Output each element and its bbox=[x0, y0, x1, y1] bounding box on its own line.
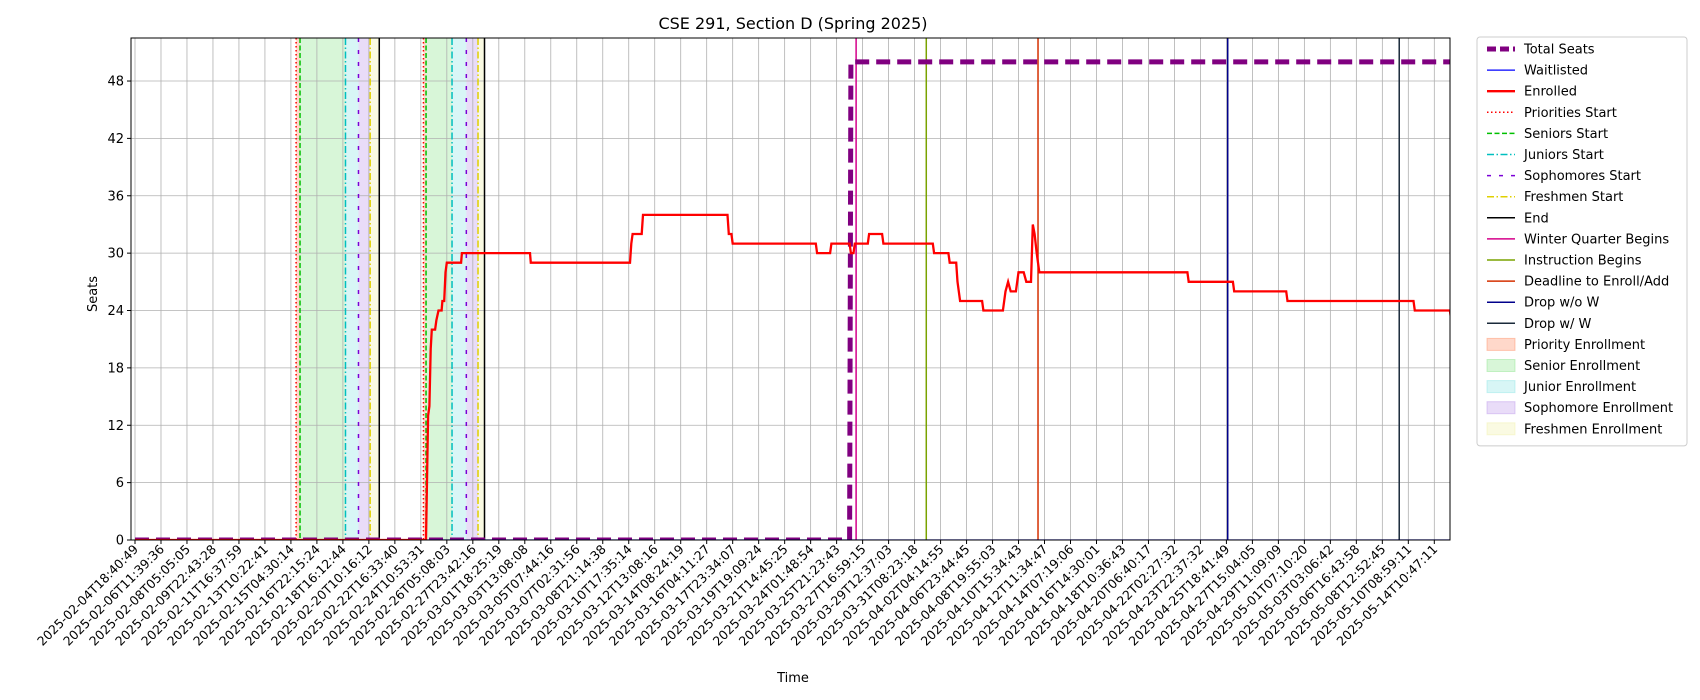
span-freshmen-enrollment bbox=[370, 38, 380, 540]
y-tick-label: 18 bbox=[107, 361, 124, 376]
legend-swatch-junior-enrollment bbox=[1486, 380, 1516, 394]
span-senior-enrollment bbox=[426, 38, 453, 540]
legend-swatch-priority-enrollment bbox=[1486, 337, 1516, 351]
span-junior-enrollment bbox=[345, 38, 359, 540]
legend-label-total-seats: Total Seats bbox=[1523, 43, 1595, 58]
legend-label-sophomores-start: Sophomores Start bbox=[1524, 169, 1641, 184]
y-tick-label: 0 bbox=[116, 534, 124, 549]
legend-label-drop-w-w: Drop w/ W bbox=[1524, 317, 1592, 332]
legend-label-freshmen-enrollment: Freshmen Enrollment bbox=[1524, 422, 1662, 437]
legend-label-freshmen-start: Freshmen Start bbox=[1524, 190, 1623, 205]
legend-label-deadline-to-enroll-add: Deadline to Enroll/Add bbox=[1524, 275, 1669, 290]
legend-label-waitlisted: Waitlisted bbox=[1524, 64, 1588, 79]
legend-swatch-sophomore-enrollment bbox=[1486, 401, 1516, 415]
span-priority-enrollment bbox=[296, 38, 301, 540]
y-tick-label: 48 bbox=[107, 75, 124, 90]
y-tick-label: 30 bbox=[107, 247, 124, 262]
span-sophomore-enrollment bbox=[466, 38, 479, 540]
x-axis-label: Time bbox=[776, 671, 809, 686]
series-total-seats bbox=[135, 59, 1450, 540]
legend-label-instruction-begins: Instruction Begins bbox=[1524, 254, 1642, 269]
legend-label-end: End bbox=[1524, 211, 1549, 226]
span-junior-enrollment bbox=[452, 38, 467, 540]
plot-area: 06121824303642482025-02-04T18:40:492025-… bbox=[34, 37, 1451, 649]
legend-label-seniors-start: Seniors Start bbox=[1524, 127, 1608, 142]
y-tick-label: 42 bbox=[107, 132, 124, 147]
legend-label-juniors-start: Juniors Start bbox=[1523, 148, 1604, 163]
span-sophomore-enrollment bbox=[358, 38, 371, 540]
legend-swatch-senior-enrollment bbox=[1486, 359, 1516, 372]
legend-label-winter-quarter-begins: Winter Quarter Begins bbox=[1524, 232, 1669, 247]
y-tick-label: 36 bbox=[107, 189, 124, 204]
axes-frame bbox=[130, 37, 1451, 541]
series-enrolled bbox=[135, 213, 1450, 540]
chart-title: CSE 291, Section D (Spring 2025) bbox=[658, 14, 927, 33]
legend-label-priorities-start: Priorities Start bbox=[1524, 106, 1617, 121]
y-tick-label: 12 bbox=[107, 419, 124, 434]
legend: Total Seats Waitlisted Enrolled Priorities … bbox=[1476, 36, 1688, 447]
legend-label-priority-enrollment: Priority Enrollment bbox=[1524, 338, 1645, 353]
span-freshmen-enrollment bbox=[478, 38, 485, 540]
span-senior-enrollment bbox=[300, 38, 346, 540]
legend-label-drop-w-o-w: Drop w/o W bbox=[1524, 296, 1600, 311]
legend-label-enrolled: Enrolled bbox=[1524, 85, 1577, 100]
y-tick-label: 6 bbox=[116, 476, 124, 491]
y-tick-label: 24 bbox=[107, 304, 124, 319]
legend-label-sophomore-enrollment: Sophomore Enrollment bbox=[1524, 401, 1673, 416]
legend-swatch-freshmen-enrollment bbox=[1486, 422, 1516, 436]
legend-box bbox=[1476, 36, 1688, 447]
legend-label-senior-enrollment: Senior Enrollment bbox=[1524, 359, 1640, 374]
legend-label-junior-enrollment: Junior Enrollment bbox=[1523, 380, 1636, 395]
y-axis-label: Seats bbox=[86, 276, 101, 312]
span-priority-enrollment bbox=[423, 38, 427, 540]
